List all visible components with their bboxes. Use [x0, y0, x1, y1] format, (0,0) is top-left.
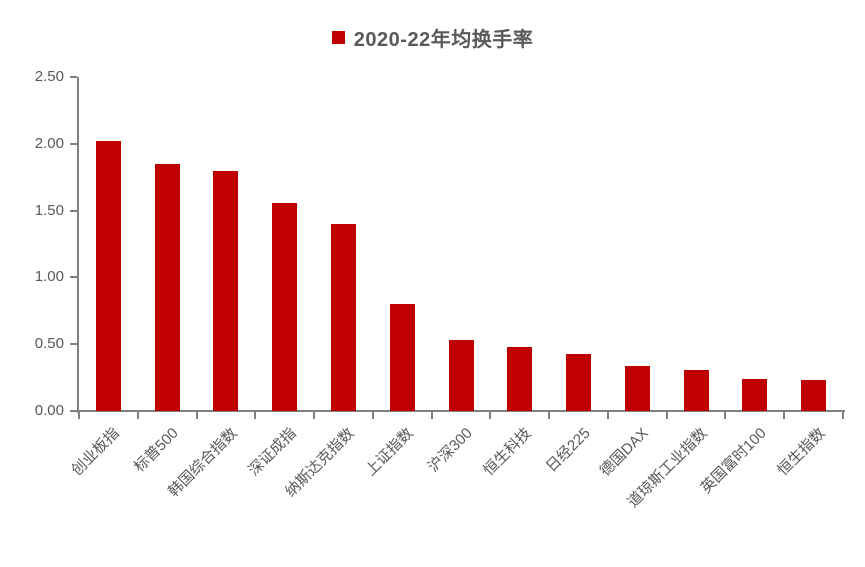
- bar-6: [389, 304, 415, 411]
- x-axis-tick: [489, 412, 492, 419]
- bar-11: [683, 370, 709, 411]
- bar-10: [624, 366, 650, 411]
- x-axis-tick: [371, 412, 374, 419]
- x-axis-tick: [195, 412, 198, 419]
- legend-label: 2020-22年均换手率: [353, 28, 534, 51]
- y-axis-tick: [70, 343, 77, 346]
- bar-5: [330, 224, 356, 411]
- bar-7: [448, 340, 474, 411]
- bar-3: [213, 171, 239, 411]
- y-axis-tick: [70, 76, 77, 78]
- bar-1: [95, 141, 121, 411]
- y-axis-label: 1.50: [34, 201, 64, 219]
- x-axis-tick: [430, 412, 433, 419]
- bar-2: [154, 164, 180, 411]
- y-axis-label: 2.50: [34, 68, 64, 85]
- y-axis-tick: [70, 276, 77, 279]
- x-axis-tick: [783, 412, 786, 419]
- x-axis-tick: [78, 412, 80, 419]
- x-axis-tick: [136, 412, 139, 419]
- y-axis-label: 0.50: [34, 335, 64, 353]
- y-axis-tick: [70, 142, 77, 145]
- x-axis-tick: [842, 412, 844, 419]
- y-axis-label: 2.00: [34, 134, 64, 152]
- x-axis-tick: [548, 412, 551, 419]
- x-axis-line: [77, 410, 845, 412]
- x-axis-tick: [665, 412, 668, 419]
- bar-12: [742, 379, 768, 411]
- legend-marker: [331, 30, 345, 44]
- legend: 2020-22年均换手率: [0, 24, 865, 51]
- y-axis-label: 1.00: [34, 268, 64, 286]
- x-axis-tick: [724, 412, 727, 419]
- y-axis-tick: [70, 410, 77, 412]
- bar-8: [507, 347, 533, 411]
- bar-4: [272, 203, 298, 411]
- y-axis-label: 0.00: [34, 402, 64, 419]
- bar-9: [566, 354, 592, 411]
- x-axis-tick: [254, 412, 257, 419]
- y-axis-tick: [70, 209, 77, 212]
- x-axis-tick: [313, 412, 316, 419]
- x-axis-tick: [606, 412, 609, 419]
- bar-13: [801, 380, 827, 411]
- y-axis-line: [77, 77, 79, 413]
